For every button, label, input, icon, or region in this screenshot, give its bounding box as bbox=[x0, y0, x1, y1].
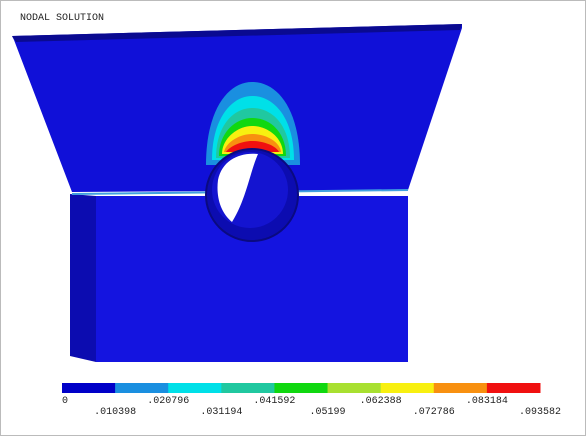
legend-band bbox=[434, 383, 488, 393]
legend-label: .062388 bbox=[360, 396, 402, 407]
legend-band bbox=[487, 383, 541, 393]
title: NODAL SOLUTION bbox=[20, 13, 104, 24]
side-face bbox=[70, 194, 96, 362]
legend-band bbox=[274, 383, 328, 393]
legend-band bbox=[328, 383, 382, 393]
legend-label: 0 bbox=[62, 396, 68, 407]
legend-label: .031194 bbox=[200, 407, 242, 418]
screen: NODAL SOLUTION 0 .010398 .020796 .031194 .04… bbox=[0, 0, 586, 436]
legend-label: .083184 bbox=[466, 396, 508, 407]
legend-band bbox=[115, 383, 169, 393]
legend-band bbox=[168, 383, 222, 393]
legend-band bbox=[62, 383, 116, 393]
legend-label: .05199 bbox=[310, 407, 346, 418]
legend-label: .020796 bbox=[147, 396, 189, 407]
legend-band bbox=[221, 383, 275, 393]
legend-band bbox=[381, 383, 435, 393]
legend-label: .072786 bbox=[413, 407, 455, 418]
legend-label: .010398 bbox=[94, 407, 136, 418]
legend-label: .093582 bbox=[519, 407, 561, 418]
legend-label: .041592 bbox=[253, 396, 295, 407]
